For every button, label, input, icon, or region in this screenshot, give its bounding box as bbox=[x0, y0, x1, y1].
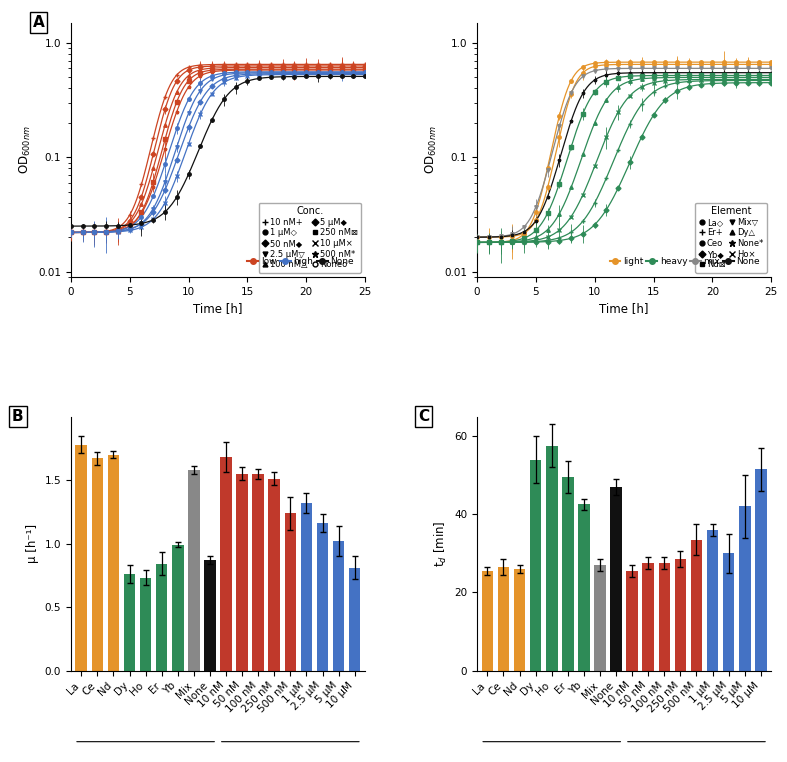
Bar bbox=[562, 477, 574, 671]
Bar bbox=[707, 530, 719, 671]
Bar bbox=[659, 563, 670, 671]
Bar bbox=[76, 444, 87, 671]
Bar bbox=[220, 457, 232, 671]
Bar bbox=[108, 455, 120, 671]
Bar bbox=[514, 569, 526, 671]
Bar bbox=[301, 503, 312, 671]
Y-axis label: μ [h⁻¹]: μ [h⁻¹] bbox=[26, 524, 39, 563]
Bar bbox=[610, 487, 622, 671]
Text: B: B bbox=[12, 409, 24, 424]
Bar bbox=[755, 469, 767, 671]
X-axis label: Time [h]: Time [h] bbox=[194, 303, 242, 315]
Bar bbox=[333, 541, 345, 671]
Bar bbox=[722, 553, 734, 671]
Legend: light, heavy, mix, None: light, heavy, mix, None bbox=[606, 254, 764, 270]
Text: A: A bbox=[32, 15, 44, 30]
Bar bbox=[578, 504, 589, 671]
Bar bbox=[482, 571, 493, 671]
Bar bbox=[172, 545, 183, 671]
Y-axis label: OD$_{600nm}$: OD$_{600nm}$ bbox=[423, 126, 438, 174]
Bar bbox=[691, 539, 702, 671]
Bar bbox=[642, 563, 654, 671]
Bar bbox=[594, 565, 606, 671]
Bar bbox=[349, 568, 360, 671]
Text: C: C bbox=[418, 409, 429, 424]
Y-axis label: t$_d$ [min]: t$_d$ [min] bbox=[433, 520, 449, 567]
Bar bbox=[188, 470, 200, 671]
Y-axis label: OD$_{600nm}$: OD$_{600nm}$ bbox=[17, 126, 32, 174]
Bar bbox=[739, 507, 751, 671]
Bar bbox=[626, 571, 638, 671]
Bar bbox=[316, 523, 328, 671]
Legend: low, high, None: low, high, None bbox=[244, 254, 357, 270]
Bar bbox=[268, 479, 280, 671]
Bar bbox=[546, 446, 557, 671]
Bar bbox=[124, 574, 135, 671]
Bar bbox=[156, 564, 168, 671]
Bar bbox=[253, 474, 264, 671]
Bar bbox=[285, 513, 296, 671]
Bar bbox=[674, 559, 686, 671]
Bar bbox=[204, 560, 216, 671]
Bar bbox=[140, 578, 151, 671]
Bar bbox=[91, 459, 103, 671]
X-axis label: Time [h]: Time [h] bbox=[600, 303, 648, 315]
Bar bbox=[236, 474, 248, 671]
Bar bbox=[497, 567, 509, 671]
Bar bbox=[530, 459, 541, 671]
